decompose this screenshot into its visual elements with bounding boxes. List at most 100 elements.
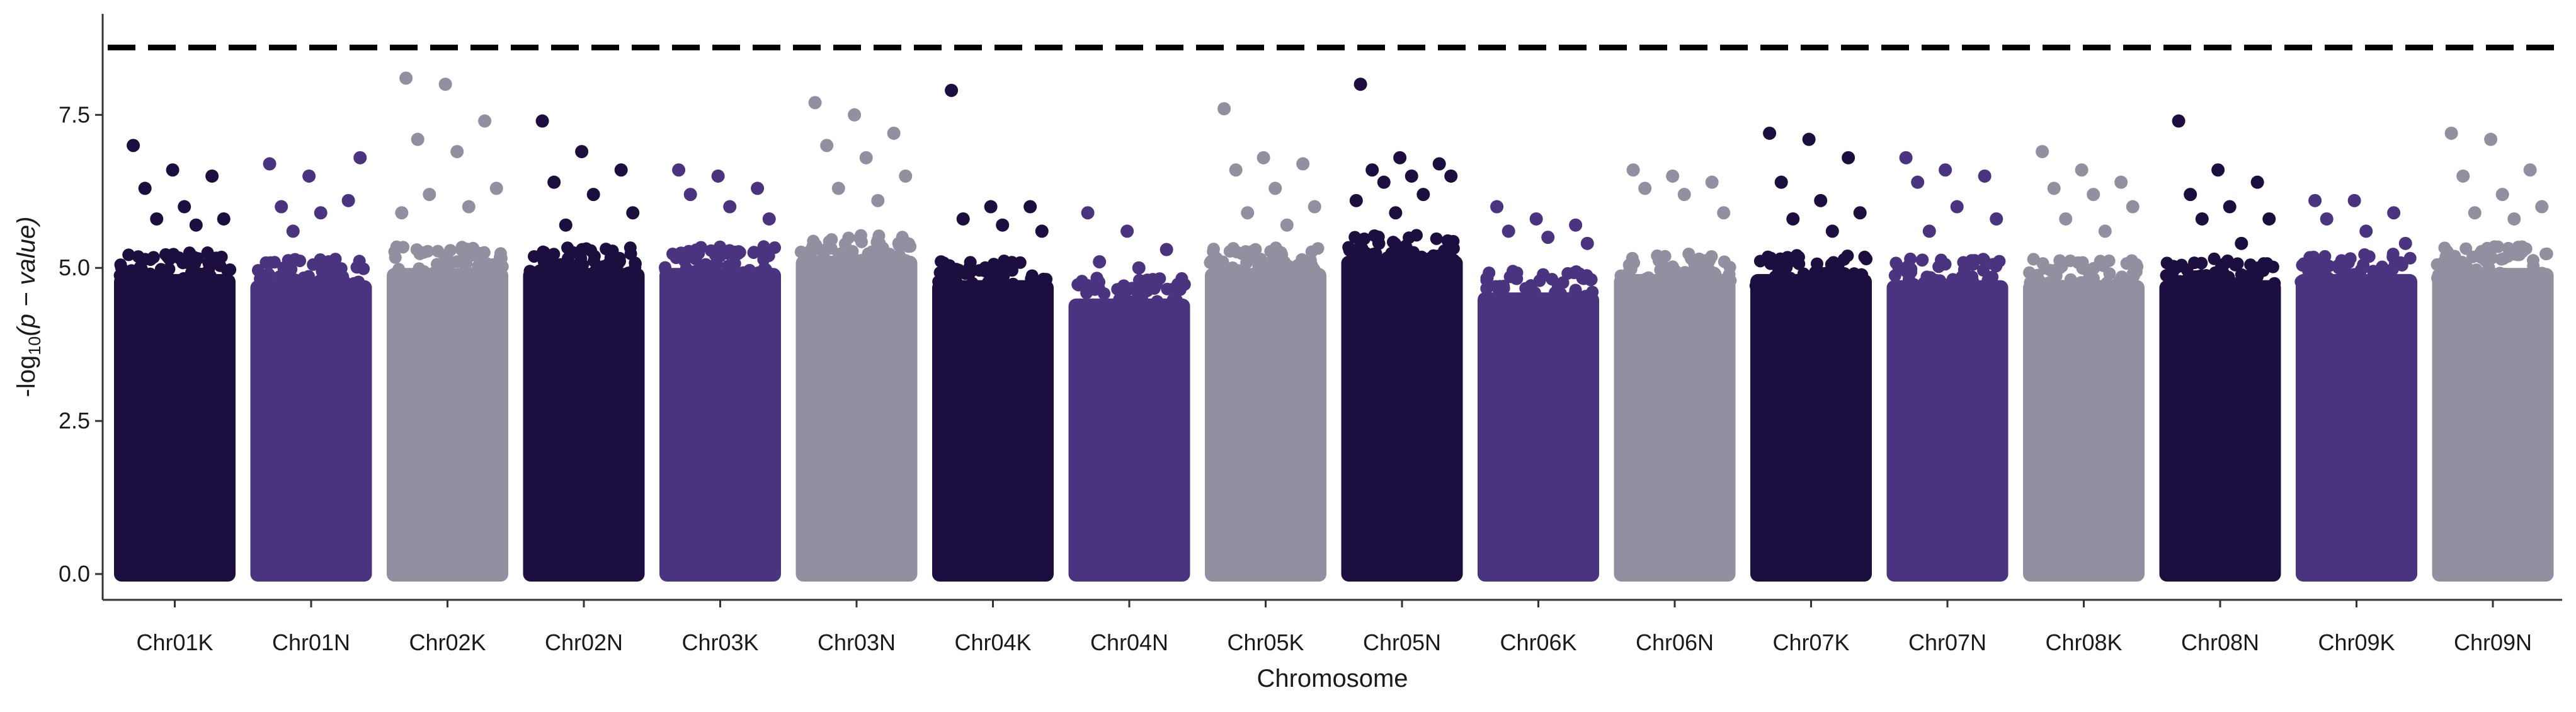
data-point bbox=[2484, 132, 2498, 146]
data-point bbox=[1981, 273, 1995, 287]
data-point bbox=[1445, 238, 1458, 251]
data-point bbox=[1990, 212, 2003, 226]
data-point bbox=[2036, 257, 2049, 270]
y-axis-title-body: (p − value) bbox=[13, 217, 40, 336]
data-point bbox=[1410, 229, 1423, 242]
data-point bbox=[1692, 252, 1706, 265]
data-point bbox=[1074, 277, 1088, 290]
data-point bbox=[2444, 126, 2458, 140]
data-point bbox=[2307, 250, 2320, 263]
data-point bbox=[2087, 261, 2100, 275]
data-point bbox=[358, 285, 371, 298]
data-point bbox=[316, 265, 329, 278]
data-point bbox=[1081, 206, 1095, 220]
data-point bbox=[353, 151, 367, 164]
data-point bbox=[1241, 206, 1255, 220]
data-point bbox=[2347, 268, 2361, 281]
data-point bbox=[2131, 260, 2144, 273]
data-point bbox=[2387, 206, 2401, 220]
data-point bbox=[1889, 256, 1903, 270]
data-point bbox=[565, 259, 578, 272]
data-point bbox=[982, 275, 995, 289]
data-point bbox=[2347, 193, 2361, 207]
data-point bbox=[2540, 247, 2553, 260]
data-point bbox=[559, 218, 573, 232]
data-point bbox=[2391, 277, 2405, 290]
data-point bbox=[1713, 273, 1726, 286]
data-point bbox=[462, 200, 476, 214]
chromosome-block-chr08k bbox=[2023, 280, 2145, 582]
data-point bbox=[1888, 269, 1901, 282]
data-point bbox=[144, 270, 157, 284]
data-point bbox=[1847, 267, 1861, 280]
data-point bbox=[1171, 301, 1185, 314]
data-point bbox=[450, 145, 464, 159]
x-tick-label: Chr07K bbox=[1772, 629, 1849, 655]
data-point bbox=[1093, 255, 1107, 268]
data-point bbox=[2047, 181, 2061, 195]
data-point bbox=[714, 240, 727, 253]
x-tick-label: Chr01N bbox=[272, 629, 350, 655]
data-point bbox=[314, 253, 327, 267]
data-point bbox=[2075, 163, 2089, 177]
data-point bbox=[2535, 200, 2549, 214]
data-point bbox=[552, 271, 566, 284]
data-point bbox=[848, 108, 862, 122]
data-point bbox=[1915, 254, 1929, 267]
data-point bbox=[2481, 241, 2494, 255]
data-point bbox=[2229, 258, 2242, 272]
data-point bbox=[689, 253, 702, 266]
data-point bbox=[2223, 200, 2237, 214]
data-point bbox=[268, 256, 281, 269]
data-point bbox=[748, 246, 761, 259]
data-point bbox=[2431, 272, 2444, 285]
data-point bbox=[1833, 268, 1847, 281]
data-point bbox=[2482, 261, 2495, 274]
data-point bbox=[950, 284, 963, 297]
data-point bbox=[1405, 169, 1418, 183]
data-point bbox=[294, 254, 307, 267]
data-point bbox=[275, 200, 288, 214]
data-point bbox=[768, 241, 782, 255]
data-point bbox=[1429, 251, 1442, 264]
data-point bbox=[263, 269, 276, 282]
data-point bbox=[2129, 282, 2142, 296]
data-point bbox=[2104, 279, 2117, 292]
data-point bbox=[2211, 163, 2225, 177]
data-point bbox=[214, 259, 227, 272]
data-point bbox=[956, 212, 970, 226]
data-point bbox=[402, 271, 415, 284]
chromosome-block-chr04k bbox=[932, 280, 1054, 582]
data-point bbox=[302, 169, 316, 183]
data-point bbox=[1267, 267, 1280, 280]
data-point bbox=[1666, 169, 1680, 183]
data-point bbox=[217, 212, 231, 226]
data-point bbox=[1802, 132, 1816, 146]
data-point bbox=[2036, 145, 2049, 159]
data-point bbox=[488, 259, 501, 272]
data-point bbox=[413, 247, 426, 260]
data-point bbox=[1365, 163, 1379, 177]
data-point bbox=[2466, 250, 2480, 263]
data-point bbox=[626, 206, 640, 220]
data-point bbox=[1510, 266, 1524, 279]
data-point bbox=[1257, 266, 1270, 279]
chromosome-block-chr06n bbox=[1614, 273, 1736, 582]
data-point bbox=[1858, 250, 1871, 263]
data-point bbox=[2064, 254, 2077, 267]
data-point bbox=[571, 272, 584, 285]
data-point bbox=[1784, 272, 1797, 285]
data-point bbox=[1257, 151, 1270, 164]
data-point bbox=[1569, 218, 1583, 232]
data-point bbox=[150, 212, 164, 226]
data-point bbox=[1814, 193, 1828, 207]
data-point bbox=[283, 260, 296, 273]
data-point bbox=[1585, 273, 1598, 286]
x-tick-label: Chr03N bbox=[818, 629, 896, 655]
data-point bbox=[690, 243, 703, 256]
data-point bbox=[1529, 212, 1543, 226]
data-point bbox=[600, 243, 613, 256]
data-point bbox=[808, 96, 822, 110]
data-point bbox=[2405, 277, 2418, 290]
data-point bbox=[122, 248, 135, 261]
